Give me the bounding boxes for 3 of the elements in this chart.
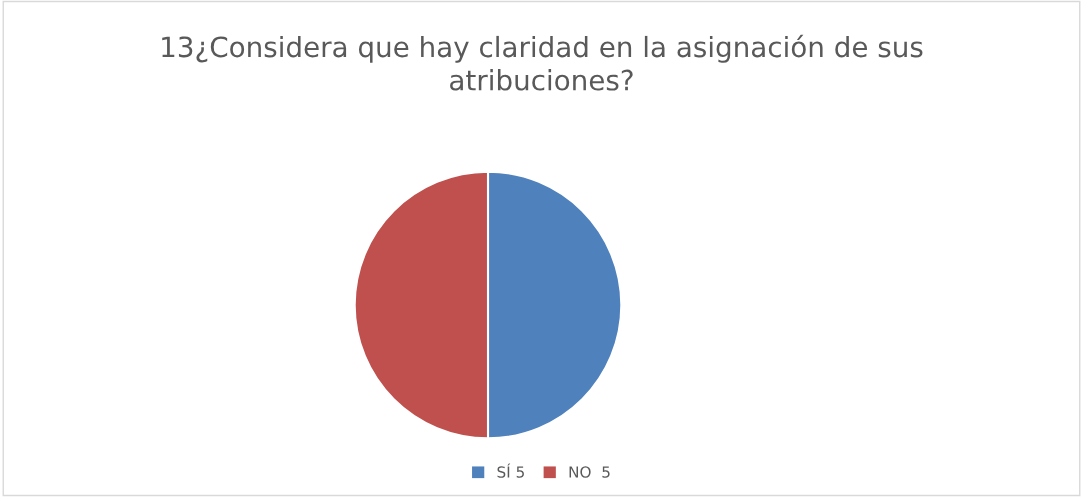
legend-label: SÍ 5 bbox=[497, 463, 524, 478]
chart-title: 13¿Considera que hay claridad en la asignación de sus atribuciones? bbox=[162, 34, 923, 91]
legend-label: NO 5 bbox=[569, 466, 610, 478]
